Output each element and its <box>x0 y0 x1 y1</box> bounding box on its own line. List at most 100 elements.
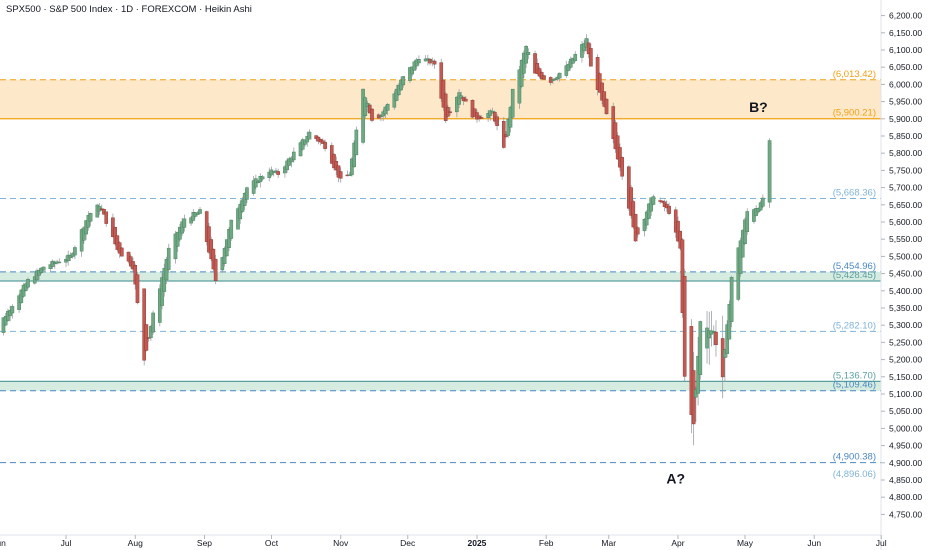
level-label-8: (4,900.38) <box>833 452 876 463</box>
candle-body-103 <box>307 131 312 140</box>
candle-18 <box>41 266 46 271</box>
candle-119 <box>361 88 365 145</box>
candle-123 <box>370 108 374 123</box>
candle-53 <box>151 310 155 335</box>
candle-28 <box>73 245 77 259</box>
candle-body-163 <box>495 116 499 127</box>
candle-body-173 <box>526 52 531 55</box>
candle-38 <box>104 211 109 227</box>
candle-33 <box>88 212 93 226</box>
level-label-5: (5,282.10) <box>833 320 876 331</box>
candle-78 <box>229 219 234 241</box>
annotations-layer: B? A? <box>666 99 767 487</box>
annotation-0: B? <box>749 99 768 115</box>
candle-138 <box>417 55 421 66</box>
candle-63 <box>182 214 187 232</box>
annotation-1: A? <box>666 470 685 486</box>
y-tick-label-18: 5,300.00 <box>889 320 922 330</box>
candle-164 <box>501 116 506 149</box>
candle-body-48 <box>135 274 140 304</box>
candle-231 <box>709 310 714 347</box>
x-tick-label-13: Jul <box>876 538 887 548</box>
y-tick-label-15: 5,450.00 <box>889 269 922 279</box>
candle-223 <box>682 269 687 381</box>
candle-173 <box>526 48 531 60</box>
candle-body-138 <box>417 59 421 64</box>
x-tick-label-6: Dec <box>400 538 416 548</box>
candle-body-88 <box>260 176 265 180</box>
candle-48 <box>135 271 140 305</box>
candle-body-168 <box>510 88 515 118</box>
candle-body-43 <box>120 247 124 257</box>
y-tick-label-1: 6,150.00 <box>889 28 922 38</box>
candle-body-78 <box>229 219 234 239</box>
y-tick-label-13: 5,550.00 <box>889 234 922 244</box>
y-tick-label-9: 5,750.00 <box>889 165 922 175</box>
x-tick-label-3: Sep <box>197 538 212 548</box>
candle-body-180 <box>551 79 555 81</box>
x-tick-label-10: Apr <box>671 538 684 548</box>
level-label-1: (5,900.21) <box>833 108 876 119</box>
y-tick-label-17: 5,350.00 <box>889 303 922 313</box>
candle-body-38 <box>104 211 109 224</box>
y-tick-label-3: 6,050.00 <box>889 62 922 72</box>
candle-body-123 <box>370 108 374 121</box>
candle-body-108 <box>323 141 327 149</box>
level-labels-layer: (6,013.42) (5,900.21) (5,668.36) (5,454.96)… <box>833 69 876 480</box>
candle-body-83 <box>245 187 249 200</box>
y-tick-label-27: 4,850.00 <box>889 475 922 485</box>
candle-248 <box>761 194 765 208</box>
candle-8 <box>10 304 15 319</box>
candle-body-115 <box>347 174 352 176</box>
x-tick-label-11: May <box>737 538 754 548</box>
y-tick-label-0: 6,200.00 <box>889 11 922 21</box>
candle-103 <box>307 129 312 140</box>
candle-168 <box>510 88 515 120</box>
y-tick-label-24: 5,000.00 <box>889 423 922 433</box>
chart-header: SPX500 · S&P 500 Index · 1D · FOREXCOM ·… <box>6 4 252 15</box>
candle-108 <box>323 139 327 152</box>
candles-layer <box>1 34 772 446</box>
candle-body-113 <box>338 171 343 179</box>
candle-158 <box>479 115 484 119</box>
zones-layer <box>0 79 881 391</box>
level-label-9: (4,896.06) <box>833 469 876 480</box>
candle-153 <box>464 95 468 102</box>
candle-143 <box>432 59 437 69</box>
y-tick-label-26: 4,900.00 <box>889 458 922 468</box>
candle-body-8 <box>10 306 15 314</box>
candle-118 <box>354 126 359 156</box>
x-tick-label-2: Aug <box>128 538 143 548</box>
candle-68 <box>198 206 202 214</box>
y-tick-label-19: 5,250.00 <box>889 337 922 347</box>
candle-243 <box>745 208 750 235</box>
candle-body-98 <box>292 151 296 161</box>
candle-93 <box>276 168 280 178</box>
candle-218 <box>667 202 671 216</box>
candle-body-133 <box>401 76 406 86</box>
candle-body-249 <box>767 140 772 203</box>
candle-88 <box>260 174 265 181</box>
candle-148 <box>448 107 452 116</box>
candle-body-28 <box>73 247 77 256</box>
price-axis[interactable]: 6,200.00 6,150.00 6,100.00 6,050.00 6,000.00… <box>881 11 922 520</box>
candle-body-128 <box>385 103 390 111</box>
time-axis[interactable]: Jun Jul Aug Sep Oct Nov Dec 2025 Feb Mar Apr May Jun… <box>0 535 887 548</box>
x-tick-label-8: Feb <box>539 538 554 548</box>
candle-body-238 <box>729 276 734 322</box>
x-tick-label-0: Jun <box>0 538 6 548</box>
candle-body-73 <box>213 258 218 282</box>
candle-body-188 <box>573 54 578 61</box>
candle-193 <box>589 43 593 67</box>
level-label-7: (5,109.46) <box>833 380 876 391</box>
candle-body-248 <box>761 197 765 207</box>
candle-163 <box>495 113 499 131</box>
y-tick-label-6: 5,900.00 <box>889 114 922 124</box>
candle-115 <box>347 171 352 176</box>
candle-body-193 <box>589 48 593 67</box>
candle-83 <box>245 186 249 204</box>
candle-13 <box>26 277 30 290</box>
x-tick-label-7: 2025 <box>468 538 487 548</box>
y-tick-label-29: 4,750.00 <box>889 509 922 519</box>
